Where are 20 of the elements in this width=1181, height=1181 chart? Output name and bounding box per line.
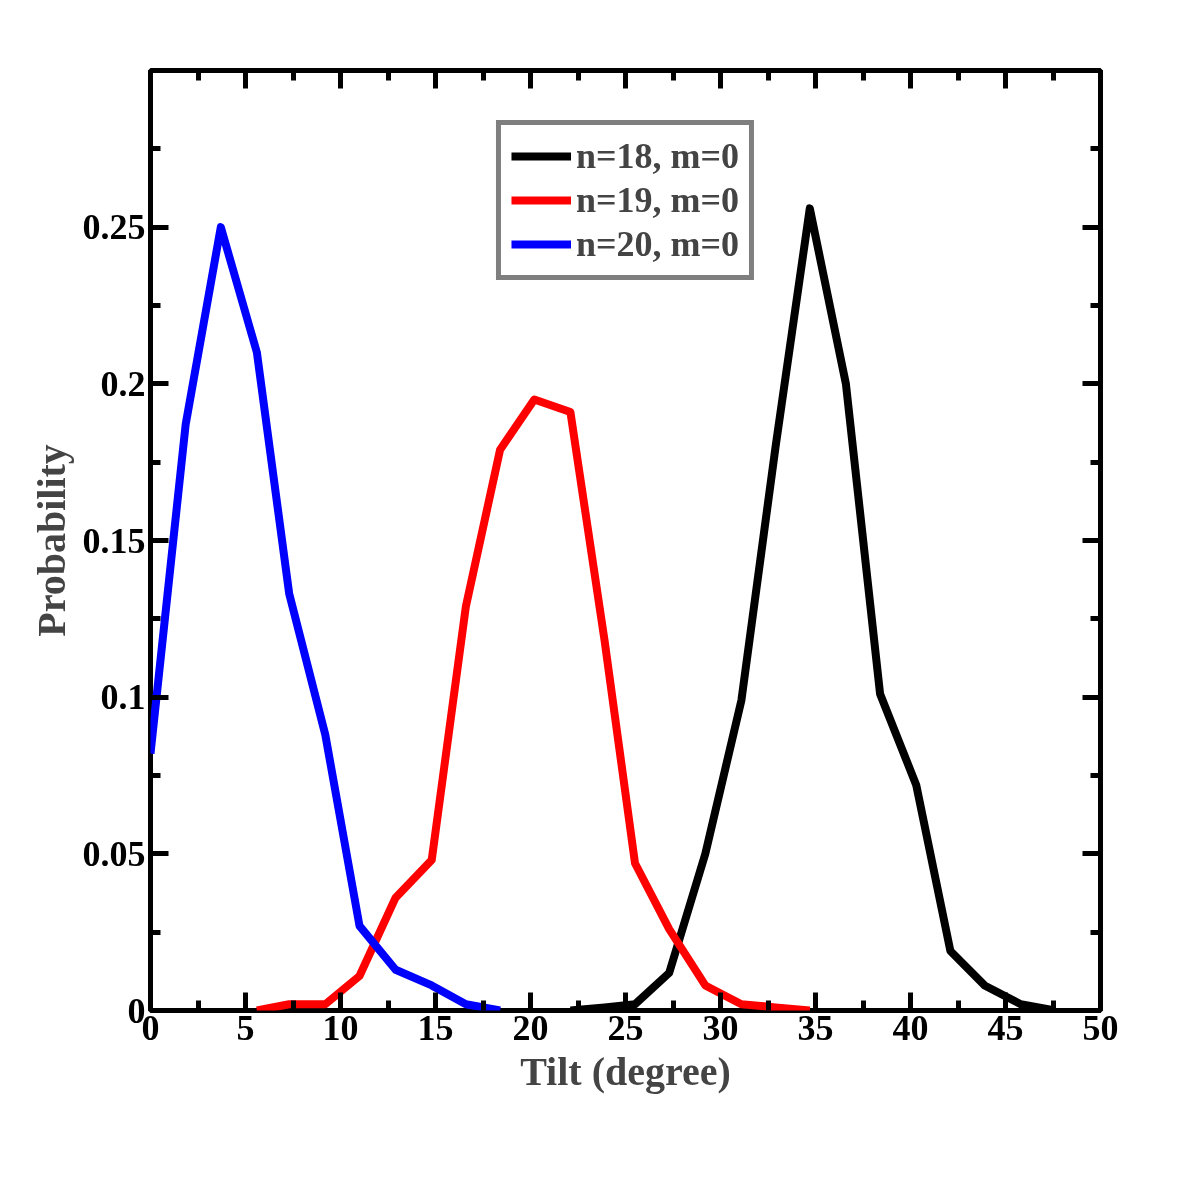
- x-tick-label: 40: [892, 1007, 929, 1048]
- x-tick-label: 20: [512, 1007, 549, 1048]
- y-tick-label: 0.15: [82, 520, 146, 561]
- legend-label: n=19, m=0: [575, 179, 740, 221]
- y-axis-title: Probability: [28, 444, 74, 637]
- x-tick-label: 35: [797, 1007, 834, 1048]
- x-tick-label: 30: [702, 1007, 739, 1048]
- x-tick-label: 45: [987, 1007, 1024, 1048]
- x-tick-label: 10: [322, 1007, 359, 1048]
- y-tick-label: 0.05: [82, 833, 146, 874]
- x-tick-label: 25: [607, 1007, 644, 1048]
- x-tick-label: 15: [417, 1007, 454, 1048]
- y-tick-label: 0.25: [82, 207, 146, 248]
- x-tick-label: 5: [236, 1007, 255, 1048]
- y-tick-label: 0.2: [100, 363, 146, 404]
- legend-label: n=20, m=0: [575, 223, 740, 265]
- x-tick-label: 50: [1082, 1007, 1119, 1048]
- y-tick-label: 0.1: [100, 677, 146, 718]
- x-axis-title: Tilt (degree): [520, 1048, 731, 1094]
- legend-label: n=18, m=0: [575, 135, 740, 177]
